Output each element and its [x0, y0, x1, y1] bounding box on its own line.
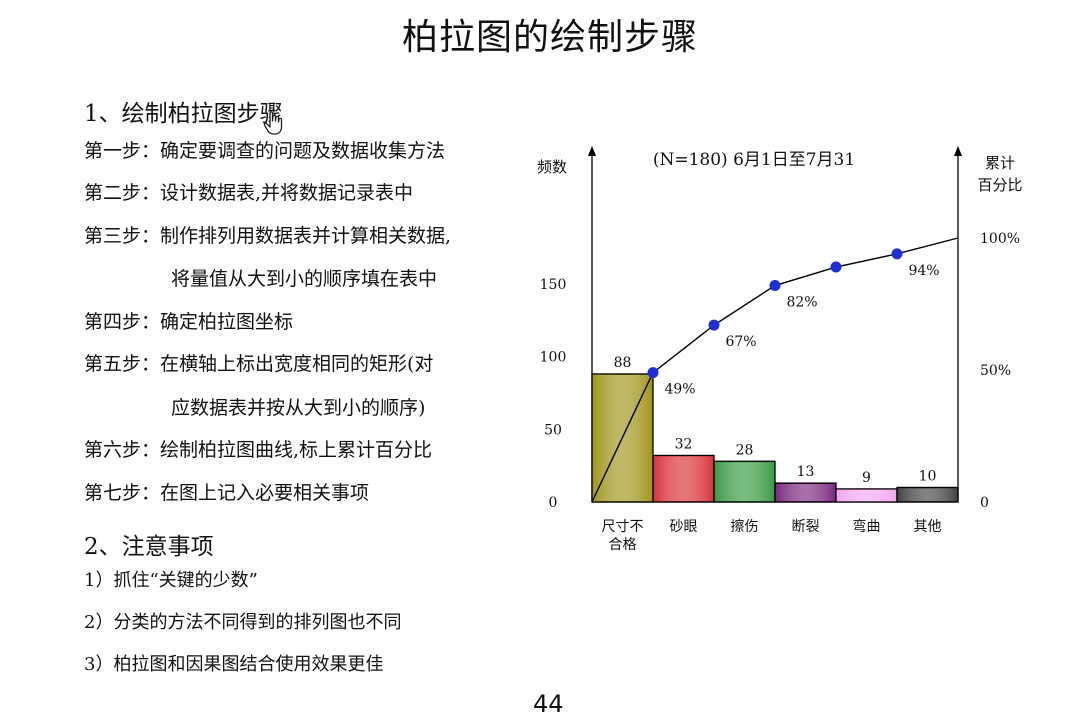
- section-heading-notes: 2、注意事项: [84, 534, 214, 560]
- cumulative-point: [830, 261, 842, 273]
- bar-highlight: [837, 489, 896, 501]
- cumulative-point: [708, 319, 720, 331]
- y2-axis-label: 百分比: [977, 176, 1022, 194]
- y-tick-label: 100: [540, 350, 567, 366]
- step-6: 第六步：绘制柏拉图曲线,标上累计百分比: [84, 435, 432, 462]
- section-heading-steps: 1、绘制柏拉图步骤: [84, 101, 283, 127]
- step-label: 第六步：: [84, 439, 161, 461]
- step-label: 第三步：: [84, 225, 161, 247]
- step-5: 第五步：在横轴上标出宽度相同的矩形(对: [84, 349, 433, 376]
- step-4: 第四步：确定柏拉图坐标: [84, 307, 293, 334]
- page-number: 44: [533, 690, 564, 718]
- chart-labels: 0 50 100 150 0 50% 100% 频数 累计百分比 (N=180) 6月1日至7月3…: [537, 150, 1023, 553]
- cumulative-label: 94%: [908, 263, 939, 279]
- y-tick-label: 50: [544, 422, 562, 438]
- step-label: 第一步：: [84, 140, 161, 162]
- step-text: 在横轴上标出宽度相同的矩形(对: [160, 353, 434, 375]
- step-text: 设计数据表,并将数据记录表中: [160, 182, 414, 204]
- step-2: 第二步：设计数据表,并将数据记录表中: [84, 178, 413, 205]
- x-tick-label: 弯曲: [853, 518, 881, 535]
- step-text: 确定要调查的问题及数据收集方法: [160, 140, 446, 162]
- bar-value-label: 28: [736, 442, 754, 458]
- step-text: 绘制柏拉图曲线,标上累计百分比: [160, 439, 433, 461]
- chart-title: (N=180) 6月1日至7月31: [653, 150, 855, 170]
- bar-highlight: [776, 484, 835, 501]
- step-3-continuation: 将量值从大到小的顺序填在表中: [171, 268, 438, 290]
- y-tick-label: 150: [540, 277, 567, 293]
- step-label: 第五步：: [84, 353, 161, 375]
- bar-value-label: 13: [797, 464, 815, 480]
- note-item: 1）抓住“关键的少数”: [84, 570, 258, 591]
- x-tick-label: 断裂: [792, 519, 820, 535]
- y-axis-right-arrow: [954, 146, 962, 156]
- y-axis-left-arrow: [588, 146, 596, 156]
- step-text: 在图上记入必要相关事项: [160, 482, 370, 504]
- x-tick-label: 合格: [609, 537, 637, 553]
- step-label: 第二步：: [84, 182, 161, 204]
- y-axis-label: 频数: [537, 158, 567, 176]
- y2-tick-label: 100%: [980, 231, 1020, 247]
- x-tick-label: 尺寸不: [602, 519, 644, 535]
- step-7: 第七步：在图上记入必要相关事项: [84, 478, 369, 505]
- cumulative-point: [891, 248, 903, 260]
- y2-tick-label: 0: [980, 495, 989, 511]
- cumulative-point: [769, 280, 781, 292]
- bar-value-label: 32: [675, 436, 693, 452]
- bar-value-label: 88: [614, 355, 632, 371]
- step-1: 第一步：确定要调查的问题及数据收集方法: [84, 136, 445, 163]
- x-tick-label: 擦伤: [731, 518, 759, 535]
- y-tick-label: 0: [549, 495, 558, 511]
- y2-axis-label: 累计: [985, 154, 1015, 172]
- cumulative-label: 82%: [786, 295, 817, 311]
- step-text: 确定柏拉图坐标: [160, 311, 294, 333]
- step-label: 第四步：: [84, 311, 161, 333]
- cumulative-label: 67%: [725, 334, 756, 350]
- bar-highlight: [898, 488, 957, 501]
- cumulative-line: [591, 237, 959, 503]
- bar-value-label: 9: [862, 470, 871, 486]
- x-tick-label: 其他: [914, 519, 942, 535]
- step-5-continuation: 应数据表并按从大到小的顺序): [171, 397, 426, 419]
- note-item: 2）分类的方法不同得到的排列图也不同: [84, 612, 402, 633]
- hand-cursor-icon: [263, 111, 283, 135]
- note-item: 3）柏拉图和因果图结合使用效果更佳: [84, 654, 384, 675]
- bar-highlight: [715, 462, 774, 501]
- step-3: 第三步：制作排列用数据表并计算相关数据,: [84, 221, 451, 248]
- x-tick-label: 砂眼: [670, 519, 698, 535]
- step-text: 制作排列用数据表并计算相关数据,: [160, 225, 452, 247]
- page-title: 柏拉图的绘制步骤: [401, 17, 698, 58]
- y2-tick-label: 50%: [980, 363, 1011, 379]
- step-label: 第七步：: [84, 482, 161, 504]
- cumulative-point: [647, 367, 659, 379]
- cumulative-label: 49%: [664, 382, 695, 398]
- bar-highlight: [654, 456, 713, 501]
- bar-value-label: 10: [919, 468, 937, 484]
- chart-bars: [591, 373, 959, 503]
